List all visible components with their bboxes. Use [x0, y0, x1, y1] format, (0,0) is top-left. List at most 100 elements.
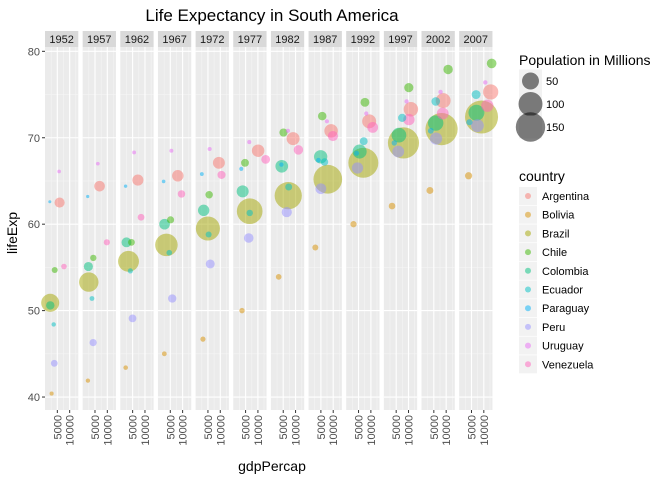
data-point — [315, 183, 327, 195]
data-point — [195, 216, 220, 241]
y-tick-label: 70 — [28, 133, 40, 145]
data-point — [207, 146, 212, 151]
data-point — [438, 89, 443, 95]
data-point — [103, 239, 110, 246]
data-point — [350, 221, 357, 228]
data-point — [123, 184, 128, 188]
color-legend-label: Brazil — [542, 228, 570, 240]
data-point — [94, 180, 105, 192]
x-tick-label: 10000 — [65, 415, 77, 446]
size-legend-circle — [518, 92, 543, 116]
y-tick-label: 40 — [28, 392, 40, 404]
data-point — [483, 80, 488, 85]
data-point — [54, 197, 65, 208]
data-point — [177, 190, 186, 198]
data-point — [49, 391, 54, 396]
data-point — [161, 179, 166, 184]
data-point — [261, 154, 271, 164]
size-legend-title: Population in Millions — [519, 52, 651, 68]
x-tick-label: 10000 — [140, 415, 152, 446]
data-point — [320, 158, 329, 166]
color-legend-dot — [525, 323, 531, 330]
data-point — [274, 182, 302, 210]
data-point — [51, 266, 58, 274]
data-point — [51, 322, 56, 327]
color-legend-label: Colombia — [542, 266, 589, 278]
facet-strip — [308, 31, 342, 47]
size-legend-label: 100 — [546, 99, 564, 111]
size-legend-label: 50 — [546, 76, 558, 88]
x-tick-label: 5000 — [165, 415, 177, 439]
data-point — [217, 170, 226, 179]
facet-panel-2007: 2007 5000 10000 — [459, 31, 499, 446]
data-point — [57, 169, 61, 174]
data-point — [127, 268, 133, 274]
data-point — [443, 64, 453, 75]
facet-strip — [421, 31, 455, 47]
data-point — [367, 121, 379, 133]
color-legend-label: Bolivia — [542, 210, 575, 222]
facet-strip — [82, 31, 116, 47]
facet-panel-1987: 1987 5000 10000 — [308, 31, 343, 446]
data-point — [391, 140, 398, 146]
facet-strip-label: 1992 — [351, 34, 375, 46]
color-legend-dot — [525, 249, 531, 256]
color-legend-dot — [525, 305, 531, 312]
data-point — [83, 261, 93, 272]
x-tick-label: 5000 — [90, 415, 102, 439]
data-point — [286, 132, 300, 146]
color-legend-dot — [525, 230, 531, 237]
data-point — [239, 166, 244, 171]
x-tick-label: 10000 — [253, 415, 265, 446]
x-tick-label: 5000 — [128, 415, 140, 439]
data-point — [137, 213, 145, 221]
facet-strip — [120, 31, 154, 47]
data-point — [199, 172, 204, 176]
data-point — [159, 218, 170, 230]
data-point — [483, 84, 499, 100]
y-axis-label: lifeExp — [4, 212, 20, 254]
data-point — [168, 294, 177, 303]
y-tick-label: 80 — [28, 46, 40, 58]
x-tick-label: 5000 — [241, 415, 253, 439]
chart-title: Life Expectancy in South America — [145, 6, 399, 25]
x-tick-label: 10000 — [404, 415, 416, 446]
data-point — [48, 200, 52, 204]
x-tick-label: 10000 — [291, 415, 303, 446]
facet-strip-label: 1972 — [200, 34, 224, 46]
data-point — [118, 250, 139, 272]
data-point — [486, 58, 497, 69]
data-point — [205, 259, 215, 269]
facet-panel-1957: 1957 5000 10000 — [79, 31, 116, 446]
data-point — [436, 107, 449, 120]
data-point — [86, 194, 90, 199]
data-point — [316, 157, 321, 163]
data-point — [392, 145, 405, 158]
data-point — [466, 119, 473, 126]
data-point — [172, 170, 184, 182]
panel-background — [233, 47, 267, 410]
data-point — [317, 111, 327, 121]
panel-background — [308, 47, 342, 410]
facet-panel-1972: 1972 5000 10000 — [195, 31, 229, 446]
facet-strip — [383, 31, 418, 47]
data-point — [428, 115, 444, 131]
color-legend-dot — [525, 267, 531, 274]
facet-strip-label: 1962 — [125, 34, 149, 46]
data-point — [90, 254, 97, 262]
facet-strip-label: 2002 — [426, 34, 450, 46]
data-point — [121, 237, 132, 248]
data-point — [285, 183, 293, 191]
x-tick-label: 5000 — [466, 415, 478, 439]
data-point — [128, 238, 135, 246]
color-legend-label: Peru — [542, 322, 565, 334]
color-legend-label: Ecuador — [542, 285, 583, 297]
data-point — [251, 144, 265, 157]
data-point — [166, 249, 173, 256]
data-point — [169, 148, 174, 153]
data-point — [431, 97, 441, 106]
panel-background — [120, 47, 154, 410]
data-point — [464, 172, 473, 180]
data-point — [468, 104, 485, 121]
panel-background — [383, 47, 418, 410]
